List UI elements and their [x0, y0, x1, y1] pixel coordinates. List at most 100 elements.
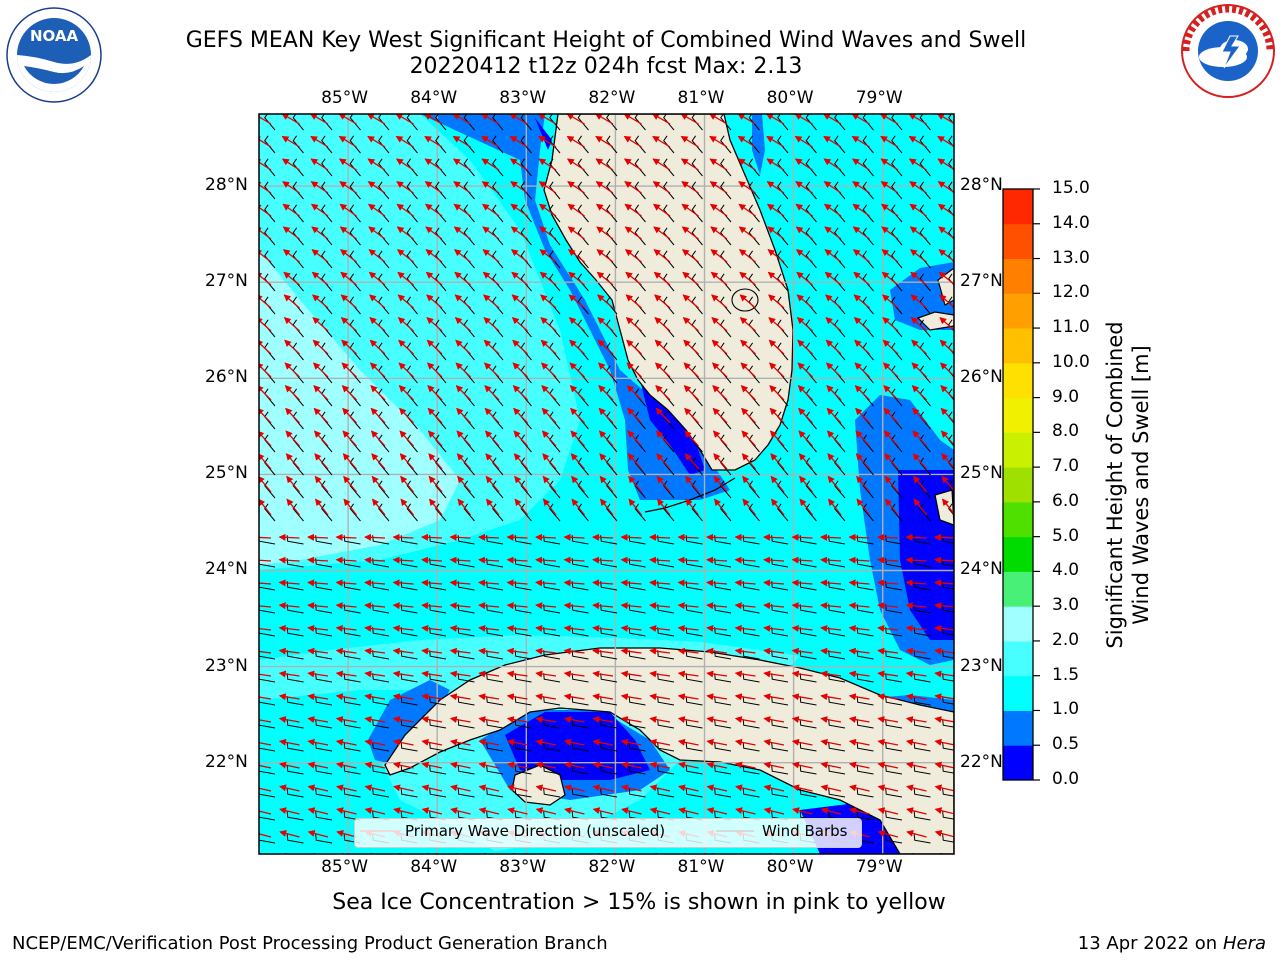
wind-barb: [492, 158, 504, 177]
wind-barb: [834, 457, 846, 476]
wave-direction-arrow: [481, 158, 500, 171]
wave-direction-arrow: [540, 339, 557, 355]
wave-direction-arrow: [535, 647, 557, 655]
wave-direction-arrow: [820, 693, 842, 701]
wave-direction-arrow: [314, 475, 329, 493]
wave-direction-arrow: [596, 271, 614, 286]
wave-direction-arrow: [820, 807, 842, 815]
wave-direction-arrow: [649, 624, 671, 632]
wave-direction-arrow: [506, 556, 528, 564]
wind-barb: [691, 503, 703, 522]
wave-direction-arrow: [563, 738, 585, 746]
wind-barb: [435, 135, 447, 154]
lat-tick-label-left: 23°N: [205, 655, 248, 676]
wave-direction-arrow: [259, 787, 272, 792]
wind-barb: [856, 696, 874, 706]
wave-direction-arrow: [682, 317, 699, 332]
wind-barb: [919, 250, 931, 269]
colorbar-tick-label: 13.0: [1052, 247, 1090, 268]
wave-direction-arrow: [398, 339, 414, 355]
wave-direction-arrow: [538, 181, 557, 194]
wave-direction-arrow: [877, 784, 899, 792]
wave-direction-arrow: [259, 559, 272, 562]
wave-direction-arrow: [706, 556, 728, 564]
wave-direction-arrow: [564, 807, 585, 815]
wave-direction-arrow: [856, 475, 871, 493]
colorbar-tick-label: 0.5: [1052, 734, 1080, 755]
wave-direction-arrow: [393, 784, 414, 792]
wave-direction-arrow: [763, 784, 785, 792]
wave-direction-arrow: [592, 761, 614, 769]
wave-direction-arrow: [483, 339, 500, 355]
wave-direction-arrow: [654, 362, 671, 378]
wind-barb: [663, 135, 675, 154]
wave-direction-arrow: [709, 181, 728, 194]
wave-direction-arrow: [826, 407, 842, 424]
wave-direction-arrow: [421, 579, 443, 587]
wave-direction-arrow: [740, 339, 756, 355]
noaa-logo-icon: NOAA: [6, 7, 102, 103]
wind-barb: [577, 204, 589, 223]
wind-barb: [429, 719, 447, 729]
colorbar-tick-label: 5.0: [1052, 525, 1080, 546]
wave-direction-arrow: [421, 761, 443, 769]
wind-barb: [577, 480, 589, 499]
wave-direction-arrow: [940, 407, 954, 423]
wave-direction-arrow: [506, 624, 528, 632]
wave-direction-arrow: [568, 317, 585, 332]
wave-direction-arrow: [938, 249, 954, 263]
wind-barb: [885, 719, 903, 729]
wave-direction-arrow: [877, 830, 899, 838]
wave-direction-arrow: [649, 670, 671, 678]
wave-direction-arrow: [906, 852, 914, 854]
wave-direction-arrow: [568, 271, 585, 286]
wind-barb: [549, 457, 561, 476]
wave-direction-arrow: [792, 807, 813, 815]
wave-direction-arrow: [763, 624, 785, 632]
wind-barb: [891, 250, 903, 269]
wind-barb: [691, 227, 703, 246]
wave-direction-arrow: [742, 475, 757, 493]
colorbar-segment: [1003, 432, 1033, 468]
wave-direction-arrow: [395, 135, 414, 148]
wind-barb: [663, 273, 675, 292]
wave-direction-arrow: [540, 362, 557, 378]
wave-direction-arrow: [765, 114, 785, 125]
wind-barb: [771, 765, 789, 775]
wave-direction-arrow: [595, 203, 614, 217]
wave-direction-arrow: [478, 738, 500, 746]
wave-direction-arrow: [849, 807, 870, 815]
wave-direction-arrow: [485, 475, 500, 493]
wave-direction-arrow: [937, 181, 954, 194]
wave-direction-arrow: [763, 761, 785, 769]
wind-barb: [372, 673, 390, 683]
wave-band-2p0: [259, 250, 460, 565]
wave-direction-arrow: [763, 647, 785, 655]
wave-direction-arrow: [421, 693, 443, 701]
wind-barb: [400, 742, 418, 752]
wave-direction-arrow: [905, 556, 927, 564]
wind-barb: [406, 204, 418, 223]
wave-direction-arrow: [905, 693, 927, 701]
wave-direction-arrow: [509, 114, 528, 125]
wave-direction-arrow: [367, 181, 386, 194]
wind-barb: [520, 227, 532, 246]
wind-barb: [856, 765, 874, 775]
wind-barb: [834, 204, 846, 223]
wind-barb: [349, 480, 361, 499]
wind-barb: [457, 673, 475, 683]
wave-direction-arrow: [768, 362, 785, 378]
wind-barb: [799, 765, 817, 775]
wave-direction-arrow: [623, 114, 642, 125]
wind-barb: [919, 480, 931, 499]
wave-direction-arrow: [307, 830, 329, 838]
wave-direction-arrow: [369, 294, 386, 309]
wave-direction-arrow: [364, 533, 386, 541]
wave-direction-arrow: [791, 738, 813, 746]
wave-direction-arrow: [506, 761, 528, 769]
wave-direction-arrow: [399, 407, 414, 424]
wind-barb: [372, 742, 390, 752]
colorbar-label-line1: Significant Height of Combined: [1103, 321, 1127, 649]
wind-barb: [748, 503, 760, 522]
wave-direction-arrow: [540, 294, 557, 309]
